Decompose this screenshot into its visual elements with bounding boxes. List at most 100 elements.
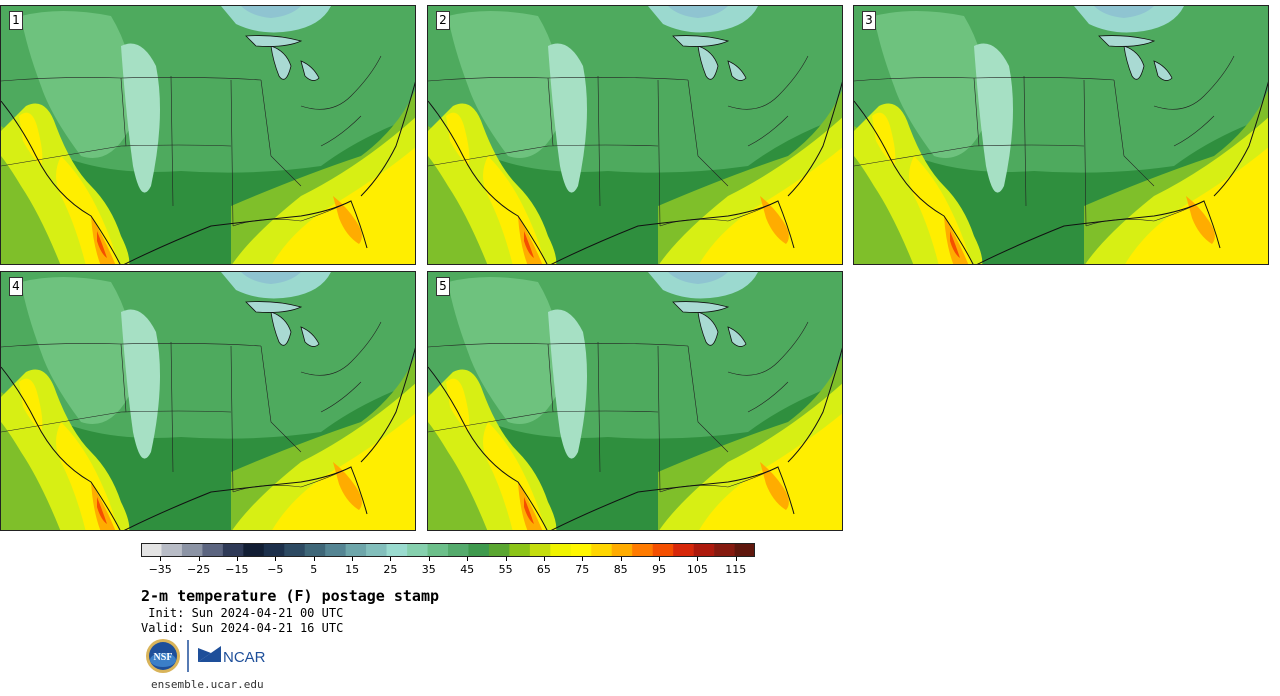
ncar-logo: NCAR [198, 646, 266, 666]
coastline [854, 81, 1268, 264]
temperature-contour [19, 112, 43, 166]
temperature-contour [333, 462, 362, 510]
colorbar-swatch [386, 543, 408, 557]
temperature-contour [909, 156, 972, 264]
temperature-contour [97, 497, 107, 524]
great-lake [697, 311, 719, 346]
member-label: 5 [436, 277, 450, 296]
colorbar-tick-label: 45 [460, 563, 475, 576]
ncar-logo-text: NCAR [223, 649, 266, 666]
colorbar-swatch [181, 543, 203, 557]
temperature-contour [944, 216, 969, 264]
colorbar-swatch [407, 543, 428, 557]
great-lake [672, 35, 730, 47]
colorbar-tick-label: 5 [310, 563, 318, 576]
temperature-contour [56, 422, 119, 530]
colorbar-swatch [714, 543, 735, 557]
colorbar-tick-label: 55 [498, 563, 513, 576]
temperature-contour [518, 216, 543, 264]
colorbar-tick [275, 557, 277, 561]
coastline [1, 81, 415, 264]
great-lake [270, 311, 292, 346]
title-block: 2-m temperature (F) postage stamp Init: … [141, 586, 439, 636]
colorbar-swatch [693, 543, 715, 557]
temperature-contour [524, 231, 534, 258]
temperature-contour [548, 43, 587, 193]
temperature-contour [446, 378, 470, 432]
colorbar-swatch [570, 543, 592, 557]
temperature-contour [648, 272, 758, 299]
colorbar-tick [582, 557, 584, 561]
temperature-contour [97, 231, 107, 258]
member-3-map-panel: 3 [853, 5, 1269, 265]
colorbar-tick [543, 557, 545, 561]
colorbar-swatch [734, 543, 755, 557]
member-label: 2 [436, 11, 450, 30]
colorbar-tick-label: −35 [148, 563, 172, 576]
temperature-contour [241, 6, 301, 18]
member-2-map-panel: 2 [427, 5, 843, 265]
colorbar-border [141, 543, 755, 557]
temperature-map [854, 6, 1268, 264]
colorbar-swatch [427, 543, 449, 557]
colorbar-tick [735, 557, 737, 561]
colorbar-swatch [243, 543, 265, 557]
member-label: 4 [9, 277, 23, 296]
colorbar-tick [352, 557, 354, 561]
colorbar-tick [428, 557, 430, 561]
great-lake [270, 45, 292, 80]
colorbar-swatch [550, 543, 572, 557]
plot-title: 2-m temperature (F) postage stamp [141, 587, 440, 605]
colorbar-swatch [284, 543, 306, 557]
temperature-contour [121, 309, 160, 459]
temperature-map [1, 6, 415, 264]
temperature-contour [1074, 6, 1184, 33]
temperature-contour [121, 43, 160, 193]
great-lake [300, 326, 320, 347]
state-borders [428, 321, 809, 493]
temperature-contour [21, 11, 134, 158]
colorbar-tick [505, 557, 507, 561]
svg-text:NSF: NSF [154, 652, 173, 663]
temperature-contour [874, 11, 987, 158]
colorbar-swatch [529, 543, 551, 557]
colorbar-tick-label: 15 [345, 563, 360, 576]
colorbar-tick-label: 105 [686, 563, 708, 576]
great-lake [300, 60, 320, 81]
great-lake [245, 35, 303, 47]
temperature-contour [56, 156, 119, 264]
colorbar-swatch [673, 543, 694, 557]
colorbar-tick-label: 35 [421, 563, 436, 576]
temperature-contour [872, 112, 896, 166]
valid-time: Valid: Sun 2024-04-21 16 UTC [141, 621, 344, 635]
temperature-contour [448, 277, 561, 424]
temperature-contour [668, 272, 728, 284]
member-5-map-panel: 5 [427, 271, 843, 531]
state-borders [428, 55, 809, 227]
state-borders [1, 55, 382, 227]
colorbar-swatch [448, 543, 469, 557]
colorbar-tick [390, 557, 392, 561]
temperature-contour [91, 482, 116, 530]
init-time: Init: Sun 2024-04-21 00 UTC [141, 606, 344, 620]
great-lake [727, 60, 747, 81]
colorbar-tick [467, 557, 469, 561]
colorbar-tick-label: 115 [725, 563, 747, 576]
colorbar-tick [198, 557, 200, 561]
coastline [428, 81, 842, 264]
temperature-contour [524, 497, 534, 524]
colorbar-swatch [325, 543, 346, 557]
colorbar-swatch [263, 543, 285, 557]
member-label: 1 [9, 11, 23, 30]
colorbar-tick [313, 557, 315, 561]
temperature-colorbar [141, 543, 755, 557]
colorbar-tick-label: 95 [652, 563, 667, 576]
state-borders [854, 55, 1235, 227]
temperature-contour [1094, 6, 1154, 18]
temperature-contour [950, 231, 960, 258]
colorbar-swatch [632, 543, 653, 557]
colorbar-tick-label: 25 [383, 563, 398, 576]
temperature-map [1, 272, 415, 530]
temperature-map [428, 272, 842, 530]
temperature-contour [974, 43, 1013, 193]
